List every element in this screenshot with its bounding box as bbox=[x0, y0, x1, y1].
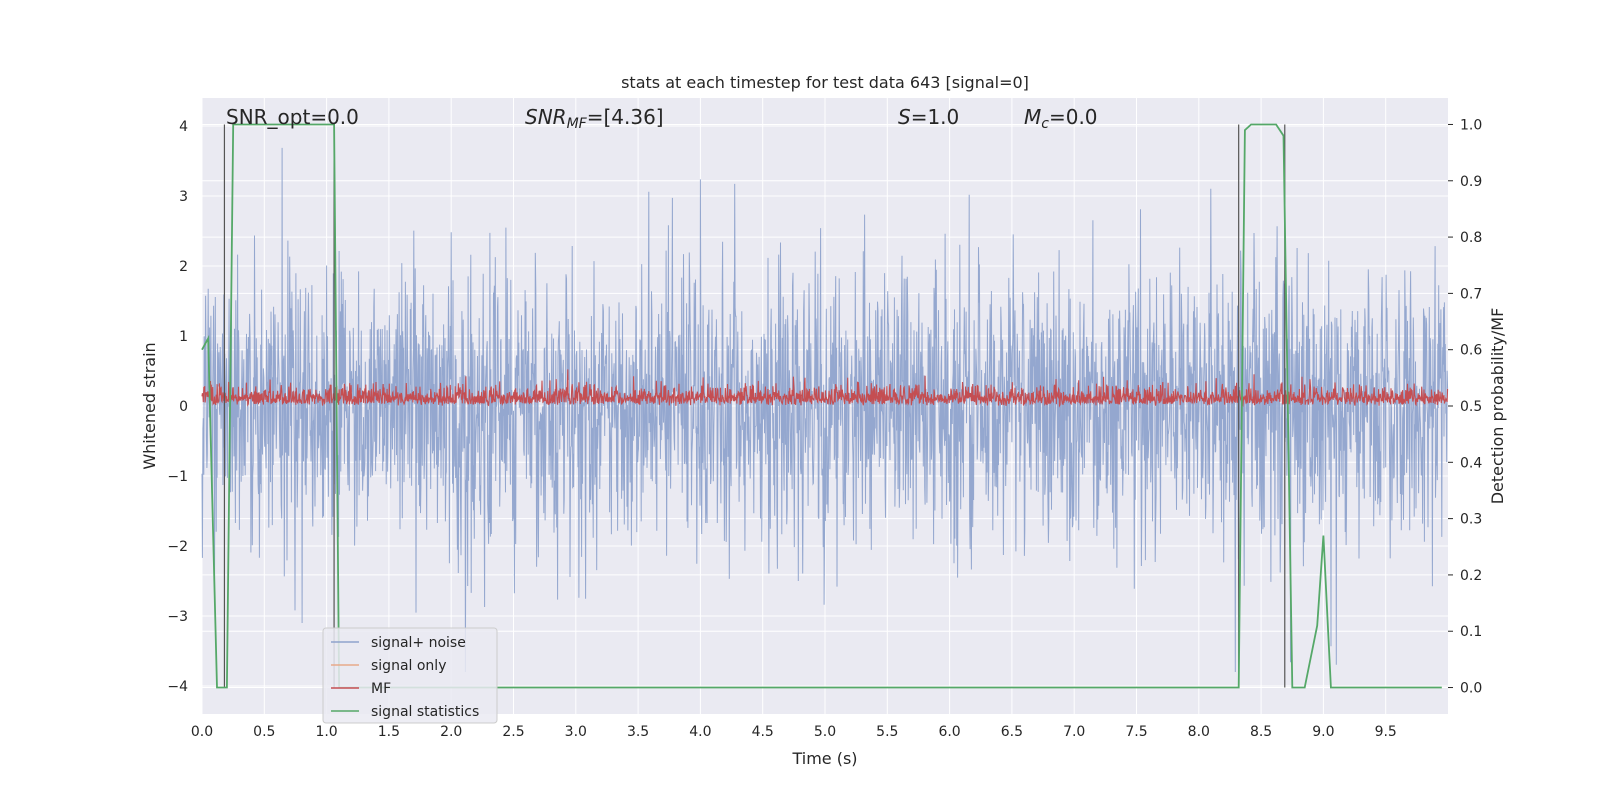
x-axis-label: Time (s) bbox=[791, 749, 857, 768]
y-tick-label-5: 1 bbox=[179, 329, 188, 345]
x-tick-label-19: 9.5 bbox=[1375, 724, 1397, 740]
x-tick-label-16: 8.0 bbox=[1188, 724, 1210, 740]
annotation-mc-symbol: M bbox=[1024, 105, 1041, 129]
annotation-mc-subscript: c bbox=[1041, 116, 1049, 132]
legend-label-mf: MF bbox=[371, 681, 391, 697]
x-tick-label-14: 7.0 bbox=[1063, 724, 1085, 740]
x-tick-label-0: 0.0 bbox=[191, 724, 213, 740]
y2-tick-label-1: 0.1 bbox=[1460, 624, 1482, 640]
series-line-signal-noise bbox=[201, 147, 1449, 673]
annotation-snr-mf-subscript: MF bbox=[567, 116, 588, 132]
x-tick-label-10: 5.0 bbox=[814, 724, 836, 740]
x-tick-label-7: 3.5 bbox=[627, 724, 649, 740]
annotation-snr-opt: SNR_opt=0.0 bbox=[226, 105, 359, 129]
y2-tick-label-7: 0.7 bbox=[1460, 286, 1482, 302]
legend-box bbox=[322, 627, 498, 724]
series-line-signal-statistics bbox=[201, 123, 1442, 689]
y-axis-label: Whitened strain bbox=[140, 342, 159, 469]
y2-axis-label: Detection probability/MF bbox=[1488, 308, 1507, 505]
x-tick-label-1: 0.5 bbox=[253, 724, 275, 740]
signal-statistics-series bbox=[201, 123, 1442, 689]
annotation-snr-mf-value: =[4.36] bbox=[587, 105, 664, 129]
x-tick-label-12: 6.0 bbox=[938, 724, 960, 740]
y-tick-label-4: 0 bbox=[179, 399, 188, 415]
annotation-snr-mf-symbol: SNR bbox=[525, 105, 567, 129]
annotation-s: S=1.0 bbox=[898, 105, 959, 129]
tick-labels: 0.0 0.5 1.0 1.5 2.0 2.5 3.0 3.5 4.0 4.5 5.0 5.5 6.0 6… bbox=[167, 117, 1482, 740]
x-tick-label-8: 4.0 bbox=[689, 724, 711, 740]
y2-tick-label-6: 0.6 bbox=[1460, 343, 1482, 359]
y2-tick-label-2: 0.2 bbox=[1460, 568, 1482, 584]
x-tick-label-2: 1.0 bbox=[315, 724, 337, 740]
y-tick-label-2: −2 bbox=[167, 539, 188, 555]
mf-series bbox=[201, 369, 1449, 408]
y-tick-label-8: 4 bbox=[179, 119, 188, 135]
x-tick-label-17: 8.5 bbox=[1250, 724, 1272, 740]
signal-noise-series bbox=[201, 147, 1449, 673]
x-tick-label-3: 1.5 bbox=[378, 724, 400, 740]
x-tick-label-9: 4.5 bbox=[752, 724, 774, 740]
x-tick-label-11: 5.5 bbox=[876, 724, 898, 740]
x-tick-label-5: 2.5 bbox=[502, 724, 524, 740]
y2-tick-label-10: 1.0 bbox=[1460, 117, 1482, 133]
y2-tick-label-0: 0.0 bbox=[1460, 681, 1482, 697]
y2-tick-label-8: 0.8 bbox=[1460, 230, 1482, 246]
y-tick-label-1: −3 bbox=[167, 609, 188, 625]
x-tick-label-4: 2.0 bbox=[440, 724, 462, 740]
annotation-s-symbol: S bbox=[898, 105, 911, 129]
annotation-s-value: =1.0 bbox=[911, 105, 960, 129]
y2-tick-label-3: 0.3 bbox=[1460, 512, 1482, 528]
chart-title: stats at each timestep for test data 643… bbox=[621, 73, 1029, 92]
legend: signal+ noise signal only MF signal stat… bbox=[322, 627, 498, 724]
y2-tick-label-4: 0.4 bbox=[1460, 455, 1482, 471]
y2-tick-label-9: 0.9 bbox=[1460, 174, 1482, 190]
x-tick-label-13: 6.5 bbox=[1001, 724, 1023, 740]
x-tick-label-15: 7.5 bbox=[1125, 724, 1147, 740]
annotation-mc-value: =0.0 bbox=[1049, 105, 1098, 129]
series-line-mf bbox=[201, 369, 1449, 408]
annotation-mc: Mc=0.0 bbox=[1024, 105, 1098, 132]
y-tick-label-6: 2 bbox=[179, 259, 188, 275]
legend-label-signal-only: signal only bbox=[371, 658, 446, 674]
legend-label-signal-statistics: signal statistics bbox=[371, 704, 479, 720]
annotation-snr-mf: SNRMF=[4.36] bbox=[525, 105, 664, 132]
x-tick-label-6: 3.0 bbox=[565, 724, 587, 740]
legend-label-signal-noise: signal+ noise bbox=[371, 635, 466, 651]
y-tick-label-3: −1 bbox=[167, 469, 188, 485]
x-tick-label-18: 9.0 bbox=[1312, 724, 1334, 740]
y2-tick-label-5: 0.5 bbox=[1460, 399, 1482, 415]
y-tick-label-0: −4 bbox=[167, 679, 188, 695]
y-tick-label-7: 3 bbox=[179, 189, 188, 205]
